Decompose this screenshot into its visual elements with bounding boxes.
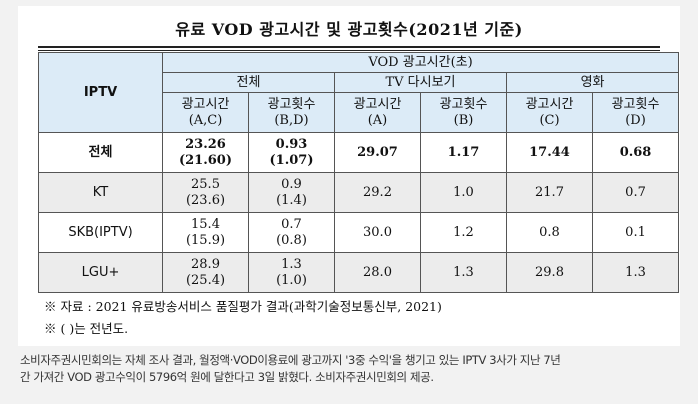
cell-total-time: 28.9 (25.4): [162, 252, 249, 293]
cell-total-count: 1.3 (1.0): [248, 252, 335, 293]
cell-movie-count: 0.68: [591, 132, 680, 173]
caption-line: 소비자주권시민회의는 자체 조사 결과, 월정액·VOD이용료에 광고까지 '3…: [20, 353, 561, 367]
paren-note: ※ ( )는 전년도.: [44, 321, 129, 336]
cell-total-time: 23.26 (21.60): [162, 132, 249, 173]
row-label: SKB(IPTV): [38, 212, 163, 253]
cell-movie-count: 1.3: [591, 252, 680, 293]
cell-tv-time: 28.0: [334, 252, 421, 293]
cell-total-count: 0.7 (0.8): [248, 212, 335, 253]
cell-tv-count: 1.3: [420, 252, 507, 293]
caption-line: 간 가져간 VOD 광고수익이 5796억 원에 달한다고 3일 밝혔다. 소비…: [20, 370, 434, 384]
cell-tv-time: 29.2: [334, 172, 421, 213]
source-note: ※ 자료 : 2021 유료방송서비스 품질평가 결과(과학기술정보통신부, 2…: [44, 299, 442, 314]
row-label: 전체: [38, 132, 163, 173]
table-row: KT 25.5 (23.6) 0.9 (1.4) 29.2 1.0 21.7 0.7: [38, 172, 680, 213]
table-row: SKB(IPTV) 15.4 (15.9) 0.7 (0.8) 30.0 1.2 0…: [38, 212, 680, 253]
cell-tv-time: 29.07: [334, 132, 421, 173]
cell-tv-count: 1.17: [420, 132, 507, 173]
cell-movie-count: 0.7: [591, 172, 680, 213]
cell-movie-time: 0.8: [506, 212, 593, 253]
col-header: 광고횟수 (B): [420, 92, 507, 133]
cell-total-time: 25.5 (23.6): [162, 172, 249, 213]
cell-total-time: 15.4 (15.9): [162, 212, 249, 253]
image-caption: 소비자주권시민회의는 자체 조사 결과, 월정액·VOD이용료에 광고까지 '3…: [20, 352, 680, 386]
row-label: KT: [38, 172, 163, 213]
table-title: 유료 VOD 광고시간 및 광고횟수(2021년 기준): [175, 20, 523, 39]
cell-total-count: 0.93 (1.07): [248, 132, 335, 173]
cell-tv-time: 30.0: [334, 212, 421, 253]
subgroup-tv: TV 다시보기: [334, 72, 507, 93]
cell-movie-time: 21.7: [506, 172, 593, 213]
cell-tv-count: 1.0: [420, 172, 507, 213]
col-header: 광고시간 (A,C): [162, 92, 249, 133]
table-row: LGU+ 28.9 (25.4) 1.3 (1.0) 28.0 1.3 29.8 1…: [38, 252, 680, 293]
subgroup-movie: 영화: [505, 72, 680, 93]
table-notes: ※ 자료 : 2021 유료방송서비스 품질평가 결과(과학기술정보통신부, 2…: [44, 296, 442, 340]
col-header: 광고시간 (C): [506, 92, 593, 133]
col-header: 광고시간 (A): [334, 92, 421, 133]
cell-tv-count: 1.2: [420, 212, 507, 253]
corner-header: IPTV: [38, 52, 163, 133]
ad-stats-table: IPTV VOD 광고시간(초) 전체 TV 다시보기 영화 광고시간 (A,C)…: [38, 52, 680, 293]
cell-movie-time: 29.8: [506, 252, 593, 293]
table-card: 유료 VOD 광고시간 및 광고횟수(2021년 기준) IPTV VOD 광고…: [18, 6, 680, 346]
col-header: 광고횟수 (B,D): [248, 92, 335, 133]
cell-total-count: 0.9 (1.4): [248, 172, 335, 213]
cell-movie-time: 17.44: [506, 132, 593, 173]
row-label: LGU+: [38, 252, 163, 293]
cell-movie-count: 0.1: [591, 212, 680, 253]
title-divider: [38, 46, 660, 51]
col-header: 광고횟수 (D): [591, 92, 680, 133]
table-row: 전체 23.26 (21.60) 0.93 (1.07) 29.07 1.17 17…: [38, 132, 680, 173]
group-header: VOD 광고시간(초): [161, 52, 680, 73]
subgroup-total: 전체: [162, 72, 335, 93]
